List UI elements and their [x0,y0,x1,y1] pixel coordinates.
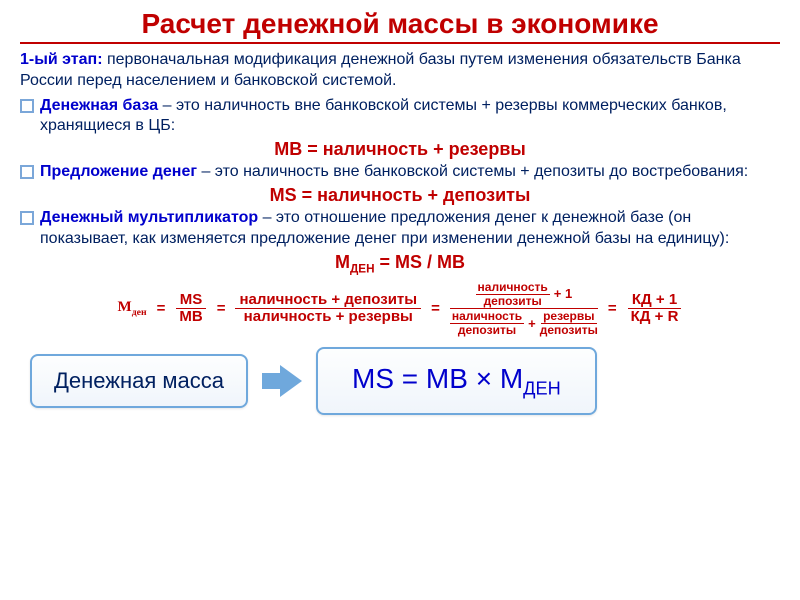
eq: = [217,300,226,317]
chain-lhs: Mден [118,299,147,318]
stage-text: первоначальная модификация денежной базы… [20,51,741,89]
formula-chain: Mден = MS MB = наличность + депозиты нал… [20,281,780,336]
eq: = [608,300,617,317]
frac-2: наличность + депозиты наличность + резер… [235,292,421,326]
formula-ms: MS = наличность + депозиты [20,185,780,206]
checkbox-icon [20,211,34,225]
term-1: Денежная база [40,97,158,114]
bullet-2-text: – это наличность вне банковской системы … [197,163,748,180]
box-formula: MS = MB × MДЕН [316,347,597,416]
term-2: Предложение денег [40,163,197,180]
page-title: Расчет денежной массы в экономике [20,8,780,44]
checkbox-icon [20,165,34,179]
box-formula-pre: MS = MB × M [352,363,523,394]
eq: = [431,300,440,317]
stage-label: 1-ый этап: [20,51,103,68]
box-formula-sub: ДЕН [523,378,561,398]
bottom-boxes: Денежная масса MS = MB × MДЕН [20,347,780,416]
checkbox-icon [20,99,34,113]
box-money-mass: Денежная масса [30,354,248,408]
mden-rhs: = MS / MB [375,252,466,272]
bullet-1: Денежная база – это наличность вне банко… [20,96,780,138]
frac-4: КД + 1 КД + R [627,292,683,326]
eq: = [157,300,166,317]
mden-lhs: M [335,252,350,272]
term-3: Денежный мультипликатор [40,209,258,226]
mden-sub: ДЕН [350,262,375,275]
formula-mden: MДЕН = MS / MB [20,252,780,276]
frac-3-nested: наличностьдепозиты + 1 наличностьдепозит… [450,281,598,336]
formula-mb: MB = наличность + резервы [20,139,780,160]
frac-1: MS MB [175,292,206,326]
bullet-3: Денежный мультипликатор – это отношение … [20,208,780,250]
stage-intro: 1-ый этап: первоначальная модификация де… [20,50,780,92]
bullet-2: Предложение денег – это наличность вне б… [20,162,780,183]
arrow-right-icon [280,365,302,397]
